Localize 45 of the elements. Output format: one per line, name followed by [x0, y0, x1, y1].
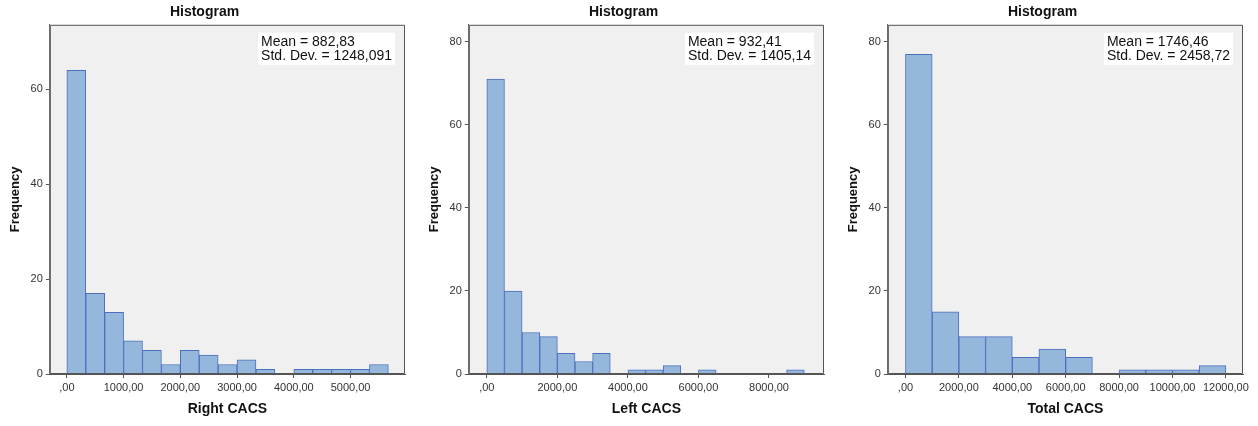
x-tick-label: 5000,00	[330, 380, 371, 393]
x-tick-label: 1000,00	[103, 380, 144, 393]
y-tick-label: 60	[449, 117, 462, 130]
x-axis-title: Total CACS	[1027, 400, 1104, 417]
x-tick-label: ,00	[897, 380, 914, 393]
y-tick-label: 80	[449, 34, 462, 47]
y-tick-label: 20	[30, 272, 43, 285]
y-tick-label: 60	[868, 117, 881, 130]
y-tick-label: 0	[874, 367, 881, 380]
annotation: Mean = 932,41	[687, 32, 782, 49]
x-tick-label: 10000,00	[1149, 380, 1196, 393]
x-axis-title: Right CACS	[187, 400, 268, 417]
chart-title: Histogram	[1007, 3, 1078, 20]
y-tick-label: 20	[868, 283, 881, 296]
x-tick-label: 2000,00	[160, 380, 201, 393]
x-tick-label: 4000,00	[992, 380, 1033, 393]
annotation: Std. Dev. = 1248,091	[261, 46, 393, 63]
x-axis-title: Left CACS	[611, 400, 682, 417]
y-axis-title: Frequency	[845, 165, 861, 233]
x-tick-label: ,00	[479, 380, 495, 393]
x-tick-label: 3000,00	[217, 380, 257, 393]
x-tick-label: 8000,00	[749, 380, 789, 393]
y-tick-label: 0	[36, 367, 43, 380]
annotation: Mean = 1746,46	[1106, 32, 1209, 49]
x-tick-label: 6000,00	[1045, 380, 1086, 393]
x-tick-label: ,00	[59, 380, 75, 393]
y-tick-label: 40	[449, 200, 462, 213]
x-tick-label: 4000,00	[608, 380, 648, 393]
annotation: Mean = 882,83	[261, 32, 356, 49]
y-tick-label: 0	[455, 367, 462, 380]
y-tick-label: 80	[868, 34, 881, 47]
chart-title: Histogram	[169, 3, 240, 20]
x-tick-label: 2000,00	[938, 380, 979, 393]
x-tick-label: 4000,00	[273, 380, 314, 393]
y-tick-label: 40	[30, 177, 43, 190]
chart-title: Histogram	[588, 3, 659, 20]
x-tick-label: 12000,00	[1202, 380, 1249, 393]
y-tick-label: 40	[868, 200, 881, 213]
y-tick-label: 60	[30, 82, 43, 95]
y-axis-title: Frequency	[7, 165, 23, 233]
x-tick-label: 2000,00	[537, 380, 578, 393]
x-tick-label: 8000,00	[1099, 380, 1139, 393]
y-tick-label: 20	[449, 283, 462, 296]
y-axis-title: Frequency	[426, 165, 442, 233]
x-tick-label: 6000,00	[678, 380, 719, 393]
